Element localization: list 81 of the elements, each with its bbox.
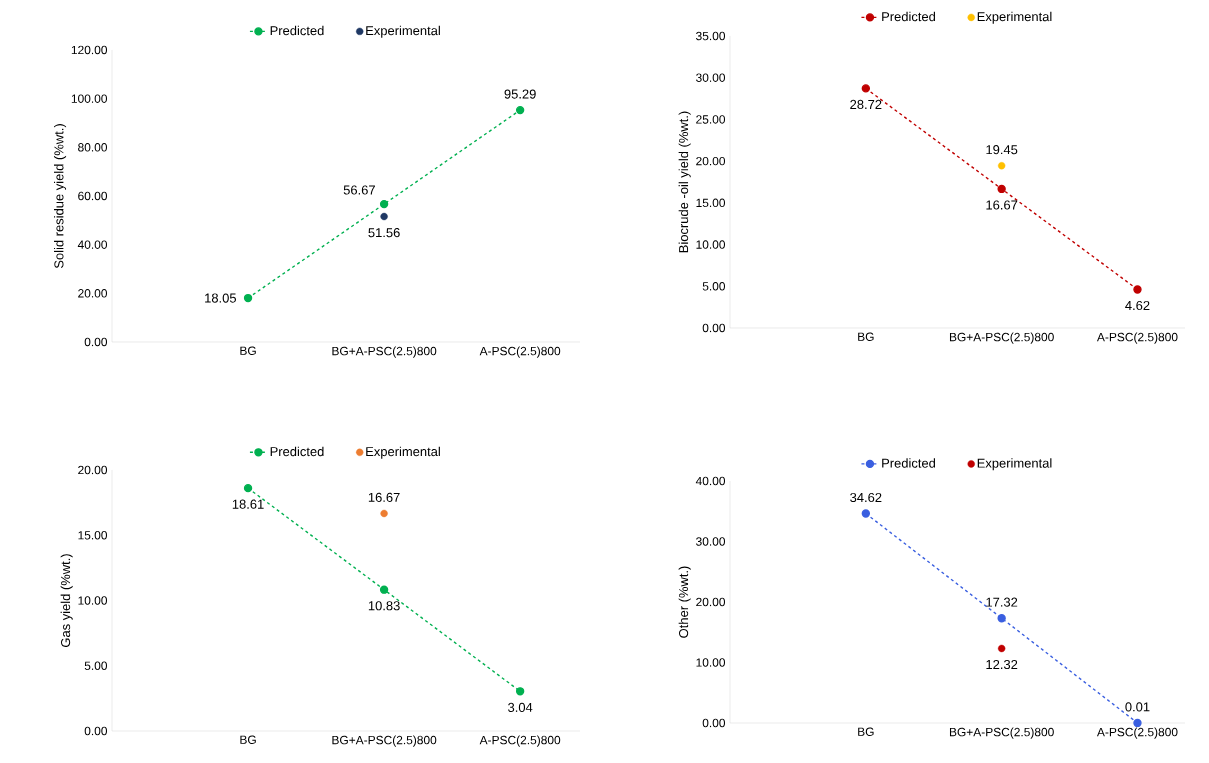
y-tick-label: 40.00 <box>77 240 108 249</box>
data-label: 3.04 <box>508 702 533 712</box>
y-tick-label: 10.00 <box>78 596 108 605</box>
y-tick-label: 10.00 <box>696 240 726 249</box>
point <box>379 585 389 594</box>
x-tick-label: BG+A-PSC(2.5)800 <box>332 735 437 747</box>
point <box>515 687 525 696</box>
y-tick-label: 25.00 <box>696 115 726 124</box>
legend-label: Predicted <box>270 25 324 36</box>
data-label: 0.01 <box>1125 702 1150 712</box>
y-tick-label: 35.00 <box>696 31 726 41</box>
y-tick-label: 0.00 <box>84 337 108 347</box>
y-axis-title: Other (%wt.) <box>678 566 691 638</box>
data-label: 18.61 <box>232 499 264 509</box>
y-tick-label: 5.00 <box>702 282 726 291</box>
legend-label: Experimental <box>977 458 1052 471</box>
y-tick-label: 80.00 <box>78 143 108 152</box>
y-tick-label: 30.00 <box>696 73 726 82</box>
x-tick-label: BG <box>240 346 256 355</box>
x-tick-label: A-PSC(2.5)800 <box>1096 332 1178 344</box>
y-tick-label: 5.00 <box>84 661 108 670</box>
x-tick-label: BG <box>858 332 874 341</box>
y-tick-label: 100.00 <box>71 94 108 103</box>
point <box>861 84 871 93</box>
legend-label: Predicted <box>882 458 936 468</box>
y-tick-label: 15.00 <box>696 198 726 208</box>
legend-label: Experimental <box>366 25 440 38</box>
data-label: 12.32 <box>986 659 1018 670</box>
y-tick-label: 120.00 <box>71 45 108 55</box>
point <box>380 509 388 518</box>
data-label: 16.67 <box>368 492 400 502</box>
x-tick-label: A-PSC(2.5)800 <box>1096 727 1178 739</box>
y-tick-label: 30.00 <box>696 537 726 546</box>
x-tick-label: A-PSC(2.5)800 <box>479 346 561 358</box>
y-tick-label: 0.00 <box>84 726 108 736</box>
data-label: 17.32 <box>986 597 1018 607</box>
y-tick-label: 15.00 <box>78 531 108 540</box>
y-axis-title: Biocrude -oil yield (%wt.) <box>678 111 691 253</box>
data-label: 18.05 <box>205 293 237 303</box>
data-label: 4.62 <box>1125 300 1150 311</box>
x-tick-label: BG+A-PSC(2.5)800 <box>949 727 1054 739</box>
point <box>243 293 253 303</box>
legend-label: Experimental <box>977 11 1052 24</box>
point <box>997 644 1006 653</box>
y-tick-label: 40.00 <box>695 476 726 486</box>
x-tick-label: BG <box>240 735 256 744</box>
point <box>997 184 1006 194</box>
point <box>380 212 388 221</box>
x-tick-label: A-PSC(2.5)800 <box>479 735 561 747</box>
point <box>997 614 1006 623</box>
legend-label: Predicted <box>882 11 936 22</box>
data-label: 28.72 <box>850 99 882 110</box>
y-axis-title: Gas yield (%wt.) <box>60 554 73 647</box>
data-label: 56.67 <box>343 185 375 195</box>
point <box>1133 285 1142 294</box>
point <box>243 483 253 493</box>
legend-label: Experimental <box>366 446 440 459</box>
y-tick-label: 0.00 <box>702 323 726 333</box>
y-tick-label: 20.00 <box>78 289 108 298</box>
x-tick-label: BG <box>858 727 874 736</box>
y-tick-label: 20.00 <box>696 597 726 607</box>
data-label: 10.83 <box>368 601 400 611</box>
data-label: 95.29 <box>504 89 536 99</box>
point <box>861 509 871 518</box>
legend-label: Predicted <box>270 446 324 457</box>
point <box>379 199 389 209</box>
data-label: 51.56 <box>368 228 400 238</box>
y-axis-title: Solid residue yield (%wt.) <box>53 124 67 269</box>
point <box>997 162 1006 170</box>
y-tick-label: 60.00 <box>78 191 108 201</box>
data-label: 16.67 <box>986 200 1018 210</box>
data-label: 34.62 <box>850 492 882 503</box>
y-tick-label: 20.00 <box>78 465 108 475</box>
point <box>515 105 525 115</box>
x-tick-label: BG+A-PSC(2.5)800 <box>332 346 437 358</box>
data-label: 19.45 <box>986 145 1018 155</box>
point <box>1133 718 1142 728</box>
y-tick-label: 10.00 <box>696 658 726 667</box>
y-tick-label: 0.00 <box>702 718 726 728</box>
x-tick-label: BG+A-PSC(2.5)800 <box>949 332 1054 344</box>
y-tick-label: 20.00 <box>696 156 726 166</box>
